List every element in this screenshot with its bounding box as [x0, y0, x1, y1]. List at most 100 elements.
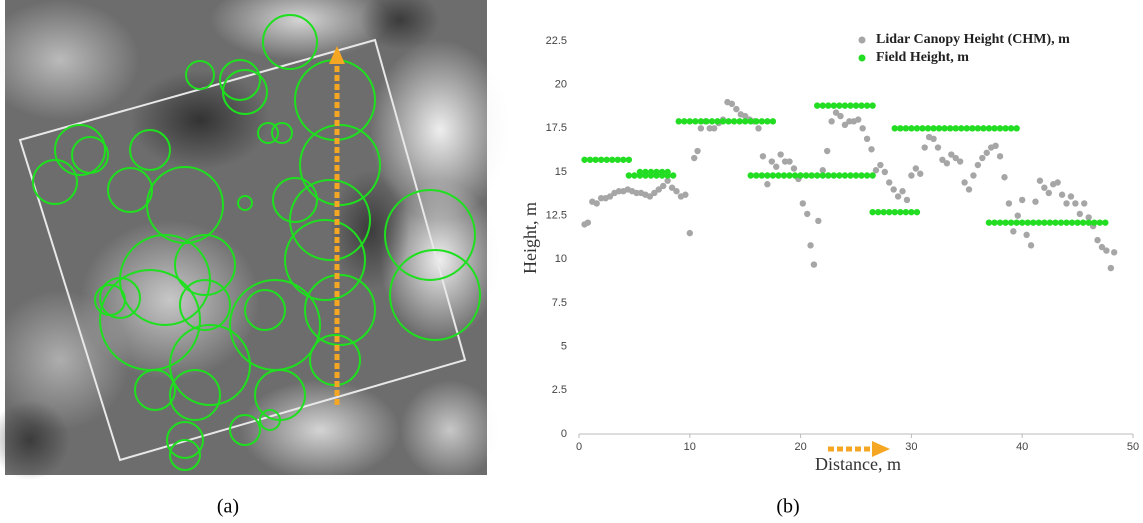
point	[1005, 200, 1013, 207]
point	[1007, 125, 1015, 132]
point	[946, 125, 954, 132]
point	[758, 172, 766, 179]
point	[992, 142, 999, 149]
point	[985, 125, 993, 132]
point	[908, 125, 915, 132]
point	[952, 154, 959, 162]
point	[841, 102, 849, 109]
y-tick-label: 17.5	[546, 122, 567, 134]
point	[899, 188, 906, 195]
point	[625, 172, 633, 179]
point	[939, 156, 946, 163]
y-tick-label: 12.5	[546, 210, 567, 222]
point	[1046, 219, 1054, 226]
point	[804, 210, 811, 218]
point	[807, 242, 814, 249]
point	[814, 172, 821, 179]
point	[1002, 219, 1009, 226]
x-tick-label: 0	[576, 441, 582, 453]
point	[658, 168, 666, 176]
point	[642, 168, 649, 176]
point	[1023, 231, 1030, 239]
point	[815, 217, 822, 225]
point	[917, 170, 924, 177]
point	[919, 125, 926, 132]
point	[1007, 219, 1015, 226]
point	[1094, 236, 1101, 244]
point	[830, 102, 838, 109]
point	[1067, 193, 1075, 200]
point	[1001, 174, 1008, 181]
point	[890, 186, 897, 193]
point	[799, 200, 807, 207]
point	[810, 261, 818, 268]
point	[956, 158, 964, 165]
point	[686, 118, 693, 125]
point	[1019, 196, 1026, 204]
point	[814, 102, 821, 109]
point	[921, 144, 928, 151]
point	[897, 208, 904, 216]
point	[930, 135, 937, 143]
point	[758, 118, 766, 125]
y-tick-label: 5	[561, 341, 567, 353]
point	[825, 172, 832, 179]
x-tick-label: 40	[1016, 441, 1028, 453]
point	[755, 125, 762, 132]
point	[1019, 219, 1026, 226]
point	[597, 156, 605, 163]
point	[773, 163, 780, 170]
point	[979, 154, 986, 162]
point	[855, 116, 862, 123]
point	[808, 172, 815, 179]
point	[974, 161, 982, 169]
y-tick-label: 0	[561, 428, 567, 440]
y-tick-label: 2.5	[552, 384, 567, 396]
point	[646, 193, 654, 200]
point	[694, 147, 701, 155]
point	[768, 158, 775, 165]
point	[886, 208, 893, 216]
point	[651, 189, 658, 197]
point	[781, 158, 789, 165]
point	[647, 168, 655, 176]
y-axis-label: Height, m	[520, 202, 540, 274]
lidar-map	[0, 0, 510, 480]
point	[858, 102, 865, 109]
point	[934, 144, 942, 151]
point	[894, 193, 902, 200]
point	[592, 156, 599, 163]
point	[891, 125, 898, 132]
point	[924, 125, 932, 132]
point	[691, 154, 698, 162]
point	[1054, 179, 1061, 186]
point	[675, 118, 682, 125]
point	[1063, 200, 1070, 207]
point	[1110, 249, 1118, 256]
point	[597, 195, 605, 202]
point	[847, 102, 854, 109]
legend-marker	[858, 36, 866, 44]
point	[636, 168, 644, 176]
point	[1085, 214, 1092, 221]
point	[681, 118, 688, 125]
point	[653, 168, 660, 176]
point	[786, 158, 793, 165]
point	[584, 219, 592, 226]
y-tick-label: 20	[555, 79, 567, 91]
y-tick-label: 10	[555, 253, 567, 265]
point	[952, 125, 959, 132]
point	[728, 100, 736, 108]
point	[631, 172, 638, 179]
y-tick-label: 7.5	[552, 297, 567, 309]
point	[1098, 243, 1106, 251]
x-axis-label: Distance, m	[815, 454, 901, 474]
point	[759, 153, 767, 160]
point	[1014, 212, 1021, 219]
point	[1024, 219, 1031, 226]
y-tick-label: 22.5	[546, 35, 567, 47]
point	[912, 165, 920, 172]
point	[633, 189, 640, 197]
point	[836, 102, 843, 109]
point	[881, 168, 889, 176]
